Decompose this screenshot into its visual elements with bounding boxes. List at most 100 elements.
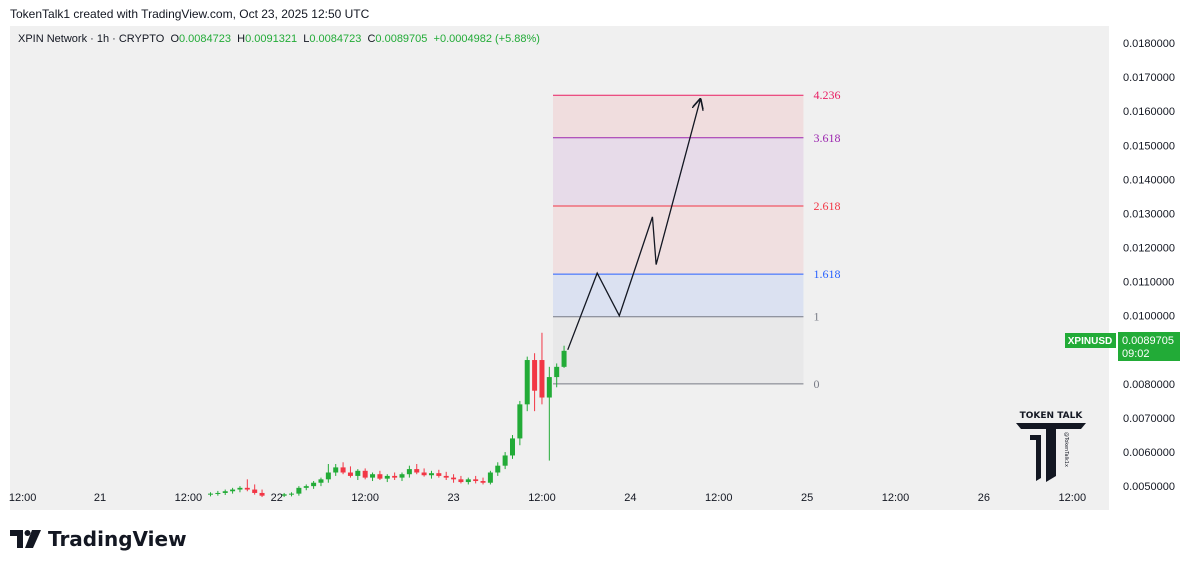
symbol-title: XPIN Network · 1h · CRYPTO [18,33,165,45]
x-tick-label: 22 [271,492,283,504]
fib-level-label: 2.618 [813,199,840,213]
candle-body [281,494,287,496]
fib-level-label: 4.236 [813,88,840,102]
x-tick-label: 12:00 [1059,492,1087,504]
candle-body [546,377,552,398]
token-talk-watermark: TOKEN TALK @TokenTalk1x [1016,411,1086,482]
candle-body [451,477,457,480]
price-badge-countdown: 09:02 [1122,348,1150,360]
x-tick-label: 26 [978,492,990,504]
close-value: 0.0089705 [375,33,428,45]
price-badge-symbol-bg [1065,333,1116,348]
high-value: 0.0091321 [245,33,298,45]
x-tick-label: 12:00 [175,492,203,504]
candle-body [252,489,258,493]
candle-body [222,491,228,493]
y-tick-label: 0.0120000 [1123,243,1175,255]
candle-body [311,482,317,487]
watermark-handle: @TokenTalk1x [1063,432,1069,467]
x-tick-label: 12:00 [705,492,733,504]
price-axis[interactable] [1109,26,1200,510]
candle-body [230,489,236,492]
fib-level-label: 1.618 [813,267,840,281]
x-tick-label: 12:00 [9,492,37,504]
y-tick-label: 0.0110000 [1123,277,1174,289]
fib-level-label: 1 [813,310,819,324]
y-tick-label: 0.0070000 [1123,413,1175,425]
candle-body [355,470,361,476]
x-tick-label: 25 [801,492,813,504]
candle-body [237,487,243,490]
watermark-brand: TOKEN TALK [1020,411,1084,421]
y-tick-label: 0.0150000 [1123,140,1175,152]
y-tick-label: 0.0100000 [1123,311,1175,323]
tradingview-wordmark: TradingView [48,527,187,551]
fib-level-label: 0 [813,377,819,391]
candle-body [465,479,471,483]
fib-zone [553,316,804,384]
y-tick-label: 0.0140000 [1123,174,1175,186]
candle-body [414,469,420,473]
price-badge: XPINUSD 0.0089705 09:02 [1065,332,1180,361]
candle-body [318,479,324,483]
candle-body [406,469,412,475]
candle-body [384,475,390,479]
watermark-logo-inner-icon [1030,435,1041,481]
candle-body [325,472,331,480]
candle-body [303,486,309,488]
candle-body [532,360,538,391]
candle-body [524,360,530,405]
low-label: L [303,33,310,45]
candle-body [377,474,383,479]
low-value: 0.0084723 [309,33,362,45]
candle-body [495,465,501,473]
fib-zone [553,95,804,138]
candle-body [487,472,493,483]
candle-body [480,481,486,483]
candle-body [340,467,346,473]
watermark-logo-icon [1016,423,1086,482]
open-label: O [170,33,179,45]
candle-body [333,467,339,473]
candle-body [502,455,508,466]
tradingview-logo-icon [10,530,41,548]
y-tick-label: 0.0170000 [1123,72,1175,84]
candle-body [473,479,479,482]
candle-body [539,360,545,398]
candle-body [443,475,449,478]
x-tick-label: 12:00 [351,492,379,504]
candle-body [215,492,221,494]
open-value: 0.0084723 [179,33,231,45]
y-tick-label: 0.0130000 [1123,208,1175,220]
candle-body [289,493,295,495]
price-badge-symbol: XPINUSD [1068,336,1112,347]
publish-caption: TokenTalk1 created with TradingView.com,… [10,7,370,21]
change-value: +0.0004982 (+5.88%) [433,33,540,45]
candle-body [509,438,515,456]
candle-body [399,474,405,478]
x-tick-label: 12:00 [882,492,910,504]
candle-body [296,487,302,494]
tradingview-logo[interactable]: TradingView [10,527,187,551]
candle-body [554,366,560,378]
x-tick-label: 12:00 [528,492,556,504]
candle-body [362,470,368,478]
price-badge-value-bg [1118,332,1180,361]
y-tick-label: 0.0080000 [1123,379,1175,391]
price-badge-price: 0.0089705 [1122,335,1174,347]
y-tick-label: 0.0180000 [1123,38,1175,50]
candle-body [458,479,464,483]
candle-body [561,350,567,367]
candle-body [428,473,434,476]
candle-body [392,475,398,478]
fib-level-label: 3.618 [813,131,840,145]
candle-body [421,472,427,476]
fib-zone [553,274,804,317]
y-tick-label: 0.0060000 [1123,447,1175,459]
y-tick-label: 0.0050000 [1123,481,1175,493]
candle-body [259,492,265,496]
y-tick-label: 0.0160000 [1123,106,1175,118]
chart-pane[interactable] [10,26,1109,510]
x-tick-label: 21 [94,492,106,504]
